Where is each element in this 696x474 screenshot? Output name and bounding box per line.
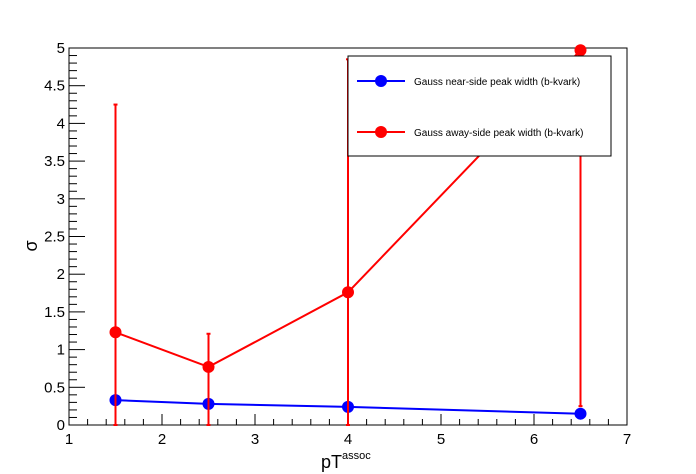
legend-label-away: Gauss away-side peak width (b-kvark) xyxy=(414,128,584,139)
y-axis: 0 0.5 1 1.5 2 2.5 3 3.5 4 4.5 5 xyxy=(44,40,85,434)
x-tick-label: 6 xyxy=(530,431,538,448)
series-0 xyxy=(109,394,587,420)
data-point xyxy=(574,407,587,420)
y-tick-label: 3 xyxy=(57,191,65,208)
y-tick-label: 2 xyxy=(57,266,65,283)
x-tick-label: 2 xyxy=(158,431,166,448)
legend-marker-away xyxy=(375,126,387,138)
y-axis-title: σ xyxy=(21,240,41,251)
series-layer xyxy=(109,44,587,426)
y-tick-label: 2.5 xyxy=(44,229,65,246)
x-axis: 1 2 3 4 5 6 7 xyxy=(65,414,631,448)
series-line xyxy=(115,49,582,369)
y-tick-label: 0.5 xyxy=(44,379,65,396)
data-point xyxy=(574,44,587,57)
data-point xyxy=(109,326,122,339)
y-tick-label: 1 xyxy=(57,342,65,359)
data-point xyxy=(342,286,354,299)
y-tick-label: 4 xyxy=(57,115,65,132)
y-tick-label: 1.5 xyxy=(44,304,65,321)
x-tick-label: 7 xyxy=(623,431,631,448)
y-tick-label: 5 xyxy=(57,40,65,57)
y-tick-label: 4.5 xyxy=(44,78,65,95)
legend: Gauss near-side peak width (b-kvark) Gau… xyxy=(347,55,612,157)
legend-label-near: Gauss near-side peak width (b-kvark) xyxy=(414,77,580,88)
x-tick-label: 5 xyxy=(437,431,445,448)
legend-box xyxy=(347,55,612,157)
series-line xyxy=(115,399,581,415)
x-tick-label: 3 xyxy=(251,431,259,448)
x-tick-label: 4 xyxy=(344,431,352,448)
x-axis-title: pTassoc xyxy=(321,450,371,472)
x-tick-label: 1 xyxy=(65,431,73,448)
y-tick-label: 0 xyxy=(57,417,65,434)
y-tick-label: 3.5 xyxy=(44,153,65,170)
data-point xyxy=(202,360,215,373)
legend-marker-near xyxy=(375,75,387,87)
